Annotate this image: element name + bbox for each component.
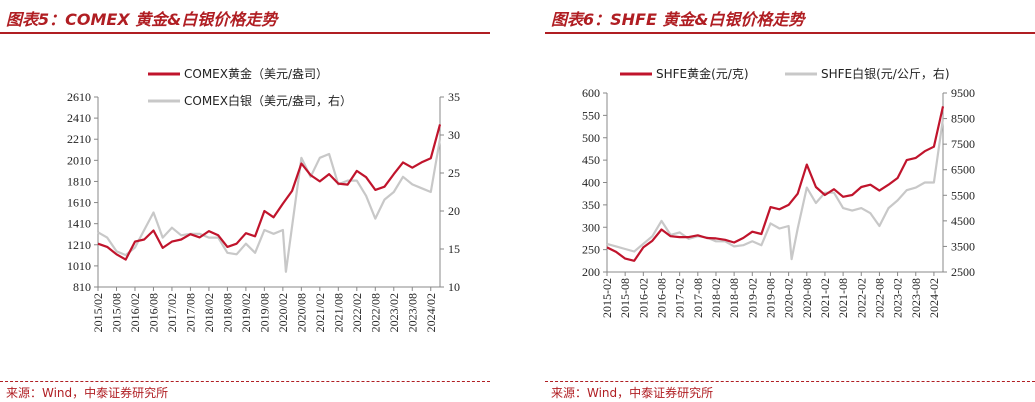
x-tick-label: 2021-02 (818, 278, 832, 318)
x-tick-label: 2020/02 (276, 293, 290, 332)
x-tick-label: 2023/02 (387, 293, 401, 332)
x-tick-label: 2022/08 (368, 293, 382, 332)
right-tick-label: 4500 (951, 214, 975, 228)
x-tick-label: 2015-08 (618, 278, 632, 318)
x-tick-label: 2020-08 (800, 278, 814, 318)
silver-series-line (606, 118, 945, 261)
left-tick-label: 400 (582, 176, 600, 190)
x-tick-label: 2016/02 (128, 293, 142, 332)
x-tick-label: 2019-02 (745, 278, 759, 318)
right-tick-label: 6500 (951, 163, 975, 177)
left-tick-label: 2010 (67, 153, 91, 167)
chart-panel-left: 图表5：COMEX 黄金&白银价格走势 810 1010 1210 1410 1610 1… (0, 0, 490, 402)
left-tick-label: 2210 (67, 132, 91, 146)
left-tick-label: 500 (582, 131, 600, 145)
source-note: 来源：Wind，中泰证券研究所 (551, 386, 714, 400)
x-tick-label: 2021-08 (836, 278, 850, 318)
left-tick-label: 450 (582, 153, 600, 167)
left-tick-label: 810 (73, 280, 91, 294)
x-tick-label: 2018/08 (220, 293, 234, 332)
right-tick-label: 5500 (951, 188, 975, 202)
left-tick-label: 300 (582, 220, 600, 234)
x-tick-label: 2016-08 (654, 278, 668, 318)
left-tick-label: 250 (582, 243, 600, 257)
source-note: 来源：Wind，中泰证券研究所 (6, 386, 169, 400)
x-tick-label: 2024/02 (424, 293, 438, 332)
right-tick-label: 3500 (951, 239, 975, 253)
chart-panel-right: 图表6：SHFE 黄金&白银价格走势 200 250 300 350 400 450 500… (545, 0, 1035, 402)
x-tick-label: 2015-02 (600, 278, 614, 318)
left-tick-label: 2410 (67, 111, 91, 125)
left-tick-label: 200 (582, 265, 600, 279)
x-tick-label: 2015/02 (91, 293, 105, 332)
chart-canvas: 8101010121014101610181020102210241026101… (67, 66, 460, 332)
x-tick-label: 2019-08 (763, 278, 777, 318)
chart-title: 图表5：COMEX 黄金&白银价格走势 (6, 10, 278, 29)
x-tick-label: 2018-02 (709, 278, 723, 318)
x-tick-label: 2019/02 (239, 293, 253, 332)
x-tick-label: 2022/02 (350, 293, 364, 332)
right-tick-label: 35 (448, 90, 460, 104)
x-tick-label: 2021/02 (313, 293, 327, 332)
x-tick-label: 2018/02 (202, 293, 216, 332)
x-tick-label: 2022-08 (872, 278, 886, 318)
x-tick-label: 2017-08 (691, 278, 705, 318)
left-tick-label: 550 (582, 108, 600, 122)
chart-canvas: 200 250 300 350 400 450 500 550 600 2500 3500 4500 5… (582, 66, 975, 318)
left-tick-label: 350 (582, 198, 600, 212)
silver-series-line (97, 138, 442, 273)
left-tick-label: 1010 (67, 259, 91, 273)
x-tick-label: 2017-02 (673, 278, 687, 318)
left-tick-label: 2610 (67, 90, 91, 104)
gold-series-line (606, 106, 945, 262)
x-tick-label: 2023-02 (891, 278, 905, 318)
title-rule (545, 32, 1035, 34)
title-rule (0, 32, 490, 34)
x-tick-label: 2018-08 (727, 278, 741, 318)
x-tick-label: 2021/08 (331, 293, 345, 332)
legend-label: COMEX白银（美元/盎司，右） (184, 93, 352, 108)
x-tick-label: 2017/02 (165, 293, 179, 332)
legend-label: COMEX黄金（美元/盎司） (184, 66, 328, 81)
left-tick-label: 1410 (67, 217, 91, 231)
x-tick-label: 2016-02 (636, 278, 650, 318)
left-tick-label: 1210 (67, 238, 91, 252)
right-tick-label: 10 (448, 280, 460, 294)
right-tick-label: 7500 (951, 137, 975, 151)
x-tick-label: 2015/08 (109, 293, 123, 332)
right-tick-label: 15 (448, 242, 460, 256)
source-rule (545, 381, 1035, 383)
x-tick-label: 2020-02 (782, 278, 796, 318)
right-tick-label: 30 (448, 128, 460, 142)
x-tick-label: 2017/08 (183, 293, 197, 332)
x-tick-label: 2024-02 (927, 278, 941, 318)
x-tick-label: 2023/08 (405, 293, 419, 332)
right-tick-label: 9500 (951, 86, 975, 100)
x-tick-label: 2020/08 (294, 293, 308, 332)
right-tick-label: 2500 (951, 265, 975, 279)
chart-title: 图表6：SHFE 黄金&白银价格走势 (551, 10, 805, 29)
legend-label: SHFE黄金(元/克) (656, 66, 749, 81)
x-tick-label: 2016/08 (146, 293, 160, 332)
left-tick-label: 600 (582, 86, 600, 100)
x-tick-label: 2022-02 (854, 278, 868, 318)
right-tick-label: 20 (448, 204, 460, 218)
source-rule (0, 381, 490, 383)
x-tick-label: 2023-08 (909, 278, 923, 318)
left-tick-label: 1810 (67, 174, 91, 188)
x-tick-label: 2019/08 (257, 293, 271, 332)
legend-label: SHFE白银(元/公斤，右) (821, 66, 950, 81)
right-tick-label: 8500 (951, 112, 975, 126)
right-tick-label: 25 (448, 166, 460, 180)
gold-series-line (97, 124, 442, 261)
left-tick-label: 1610 (67, 196, 91, 210)
